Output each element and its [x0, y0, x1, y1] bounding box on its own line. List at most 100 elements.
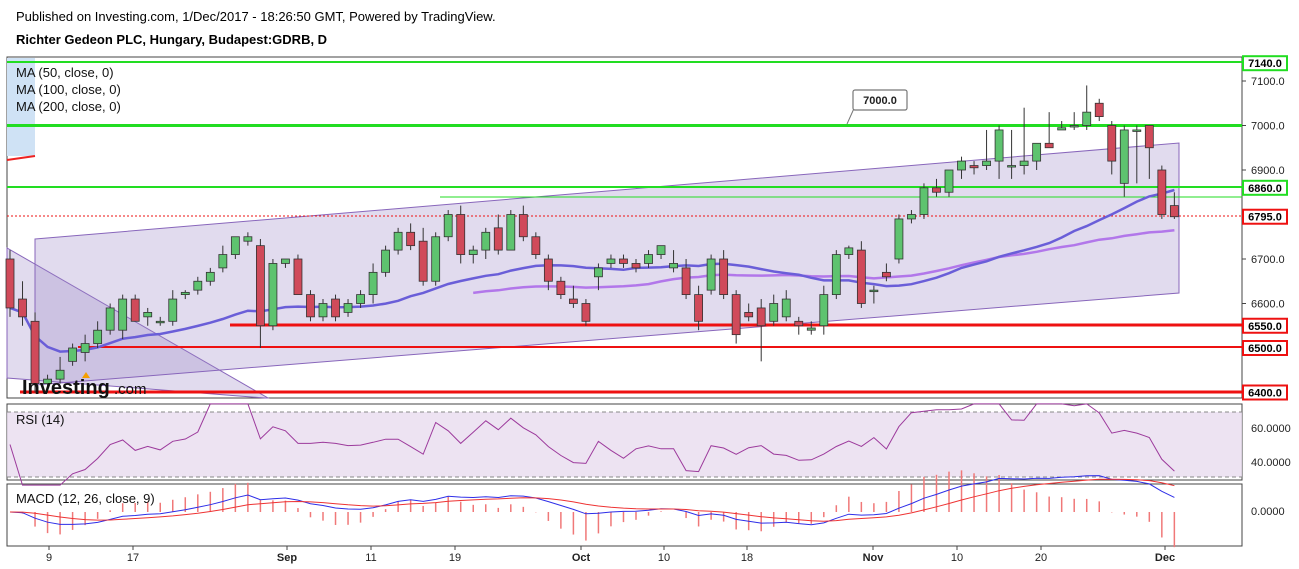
candle-body [543, 258, 553, 282]
investing-logo: Investing .com [22, 372, 147, 399]
candle [731, 290, 741, 344]
level-tag-box [1242, 340, 1288, 356]
level-tag-label: 7140.0 [1248, 58, 1282, 70]
candle-body [769, 303, 779, 322]
rsi-band [7, 412, 1242, 477]
candle [381, 245, 391, 277]
ma100-line [9, 188, 1175, 353]
price-tick-label: 6900.0 [1251, 165, 1285, 177]
level-tag: 6500.0 [1242, 340, 1288, 356]
candle-body [982, 160, 991, 166]
moving-averages [9, 188, 1175, 353]
candle-body [406, 231, 416, 247]
candle-body [30, 320, 40, 384]
candle [205, 267, 215, 286]
candle [443, 210, 453, 242]
candle [456, 205, 466, 264]
candle [806, 321, 816, 335]
candle [794, 316, 804, 335]
candle [293, 254, 303, 295]
candle [957, 156, 966, 179]
candle [994, 125, 1004, 179]
legend-ma50: MA (50, close, 0) [16, 65, 114, 80]
candle-body [481, 231, 491, 251]
rsi-tick-60: 60.0000 [1251, 423, 1291, 435]
candle [719, 250, 729, 300]
candle [356, 290, 365, 308]
level-tag: 6400.0 [1242, 384, 1288, 401]
price-tick-label: 7000.0 [1251, 121, 1285, 133]
candle-body [731, 294, 741, 336]
candle-body [105, 307, 115, 331]
candle-body [1069, 125, 1079, 128]
candle [118, 294, 128, 340]
candle-body [456, 214, 466, 255]
macd-pane-frame [6, 483, 1243, 547]
candle-body [381, 249, 391, 273]
candle [43, 374, 52, 393]
symbol-title: Richter Gedeon PLC, Hungary, Budapest:GD… [16, 32, 328, 47]
candle-body [1007, 165, 1016, 168]
time-tick-label: 18 [741, 552, 753, 564]
candle [55, 356, 65, 384]
candle-body [932, 187, 941, 193]
candle [594, 263, 603, 291]
candle-body [518, 214, 528, 238]
candle-body [180, 291, 190, 295]
candle [1169, 192, 1179, 219]
candle [1094, 98, 1104, 122]
candle [706, 254, 716, 295]
candle-body [1044, 142, 1054, 149]
candle-body [969, 165, 979, 169]
candle [93, 321, 103, 348]
candle [869, 285, 879, 304]
candle [168, 290, 178, 326]
level-tag-label: 6500.0 [1248, 343, 1282, 355]
candle-body [1144, 125, 1154, 149]
level-tag-box [1242, 55, 1288, 72]
candle-body [1032, 142, 1042, 162]
candle [1044, 112, 1054, 149]
candle [331, 294, 340, 322]
candle-body [443, 214, 453, 238]
candle [1119, 125, 1129, 197]
svg-text:.com: .com [114, 381, 147, 398]
candle [5, 250, 15, 317]
candle [406, 223, 416, 251]
candle [631, 259, 641, 273]
candle-body [43, 378, 52, 384]
candle-body [856, 249, 866, 304]
candle-body [281, 258, 290, 264]
candle-body [806, 327, 816, 331]
candle [18, 281, 27, 326]
candle-body [118, 298, 128, 331]
candle [619, 254, 628, 268]
candle-body [1019, 160, 1029, 166]
level-tag-label: 6400.0 [1248, 388, 1282, 400]
candle [681, 259, 691, 300]
candle-body [744, 311, 754, 318]
candle-body [230, 236, 240, 255]
time-tick-label: 9 [46, 552, 52, 564]
candle [882, 263, 891, 282]
candle-body [907, 214, 916, 220]
short-red-line [6, 155, 36, 161]
candle [218, 245, 228, 273]
macd-line [9, 475, 1175, 526]
candle [694, 285, 703, 331]
candle-body [831, 254, 841, 296]
candle-body [168, 298, 178, 322]
candle-body [656, 245, 666, 255]
time-tick-label: Sep [277, 552, 297, 564]
candle [1082, 85, 1092, 130]
published-line: Published on Investing.com, 1/Dec/2017 -… [16, 9, 496, 24]
candle-body [343, 303, 353, 313]
candle-body [68, 347, 77, 362]
candle [1007, 129, 1016, 179]
macd-signal-line [9, 478, 1175, 522]
candle [831, 250, 841, 300]
level-tag-label: 6860.0 [1248, 183, 1282, 195]
level-tag: 7140.0 [1242, 55, 1288, 72]
candle-body [5, 258, 15, 309]
